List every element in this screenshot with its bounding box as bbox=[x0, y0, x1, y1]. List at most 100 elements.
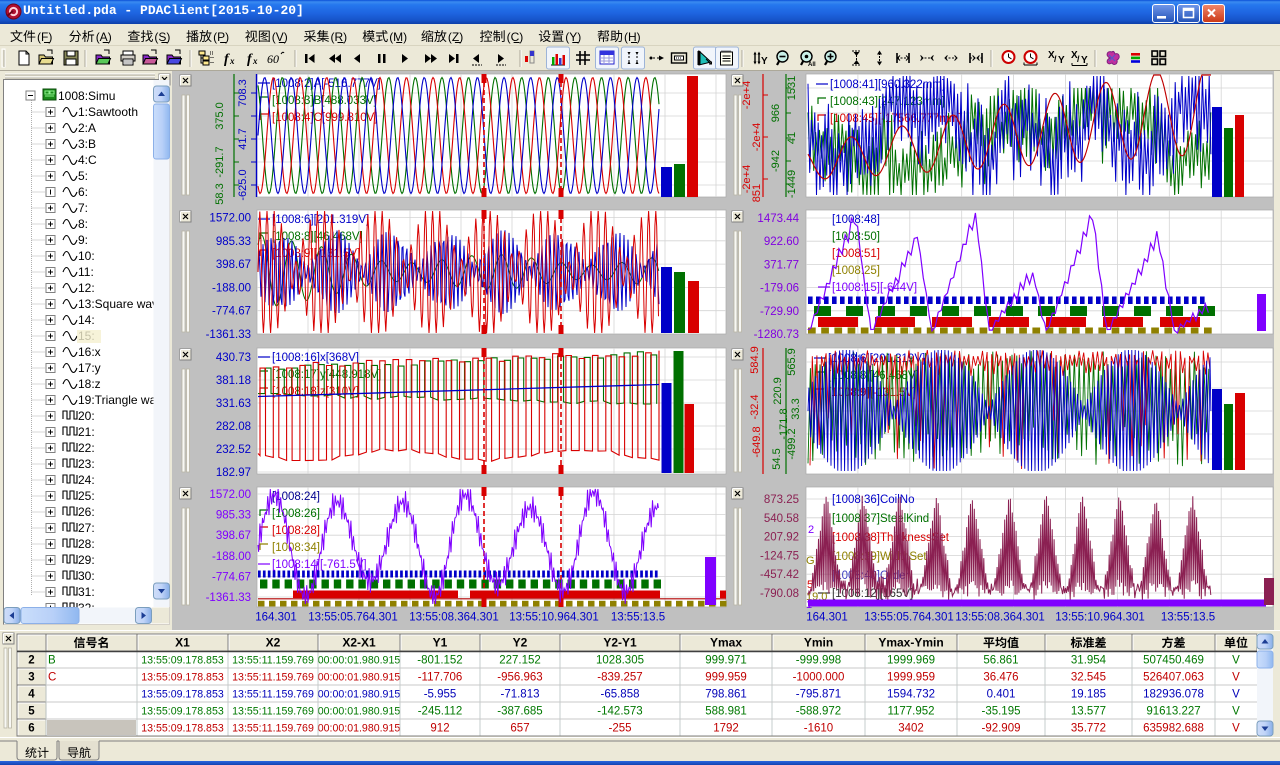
svg-text:13:55:08.364.301: 13:55:08.364.301 bbox=[955, 612, 1045, 624]
svg-text:-2e+4: -2e+4 bbox=[741, 165, 753, 193]
svg-text:-1610: -1610 bbox=[804, 723, 833, 735]
svg-text:4:C: 4:C bbox=[78, 153, 97, 167]
svg-text:f: f bbox=[247, 52, 253, 67]
svg-text:282.08: 282.08 bbox=[216, 421, 251, 433]
svg-text:Y1: Y1 bbox=[433, 636, 448, 650]
svg-text:10:: 10: bbox=[78, 249, 95, 263]
svg-text:26:: 26: bbox=[78, 505, 95, 519]
svg-text:6: 6 bbox=[28, 723, 34, 735]
svg-text:1:Sawtooth: 1:Sawtooth bbox=[78, 105, 138, 119]
svg-text:207.92: 207.92 bbox=[764, 532, 799, 544]
svg-text:(H): (H) bbox=[624, 30, 641, 44]
svg-text:526407.063: 526407.063 bbox=[1143, 672, 1204, 684]
svg-text:19.185: 19.185 bbox=[1071, 689, 1106, 701]
svg-text:164.301: 164.301 bbox=[806, 612, 848, 624]
svg-text:540.58: 540.58 bbox=[764, 513, 799, 525]
svg-text:227.152: 227.152 bbox=[499, 655, 541, 667]
svg-text:8:: 8: bbox=[78, 217, 88, 231]
svg-text:x: x bbox=[252, 56, 258, 66]
svg-text:220.9: 220.9 bbox=[772, 377, 784, 405]
svg-text:[1008:34]: [1008:34] bbox=[272, 542, 320, 554]
svg-text:13:55:11.159.769: 13:55:11.159.769 bbox=[232, 672, 314, 684]
svg-text:00:00:01.980.915: 00:00:01.980.915 bbox=[318, 655, 401, 667]
svg-text:X: X bbox=[1048, 50, 1055, 61]
svg-text:[1008:12][165V]: [1008:12][165V] bbox=[832, 588, 913, 600]
svg-text:0.401: 0.401 bbox=[987, 689, 1016, 701]
svg-text:-999.998: -999.998 bbox=[796, 655, 841, 667]
svg-text:-2e+4: -2e+4 bbox=[751, 123, 763, 151]
svg-text:-291.7: -291.7 bbox=[214, 146, 226, 177]
svg-text:13:55:09.178.853: 13:55:09.178.853 bbox=[141, 723, 224, 735]
svg-text:708.3: 708.3 bbox=[237, 79, 249, 107]
svg-text:-499.2: -499.2 bbox=[786, 428, 798, 459]
svg-text:58.3: 58.3 bbox=[214, 183, 226, 204]
svg-text:-387.685: -387.685 bbox=[497, 706, 542, 718]
svg-text:(V): (V) bbox=[272, 30, 288, 44]
svg-text:Y: Y bbox=[1058, 55, 1065, 66]
svg-text:Ymin: Ymin bbox=[804, 636, 833, 650]
svg-text:V: V bbox=[1232, 723, 1240, 735]
svg-text:36.476: 36.476 bbox=[983, 672, 1018, 684]
svg-text:657: 657 bbox=[510, 723, 529, 735]
svg-text:-942: -942 bbox=[770, 150, 782, 172]
svg-text:32.545: 32.545 bbox=[1071, 672, 1106, 684]
svg-text:41: 41 bbox=[786, 132, 798, 144]
svg-text:X2-X1: X2-X1 bbox=[342, 636, 376, 650]
svg-text:V: V bbox=[1232, 706, 1240, 718]
svg-text:x: x bbox=[229, 56, 235, 66]
svg-text:398.67: 398.67 bbox=[216, 259, 251, 271]
svg-text:-65.858: -65.858 bbox=[600, 689, 639, 701]
svg-text:(R): (R) bbox=[331, 30, 348, 44]
svg-text:[1008:25]: [1008:25] bbox=[832, 265, 880, 277]
svg-text:Ymax: Ymax bbox=[710, 636, 742, 650]
svg-text:All: All bbox=[808, 62, 816, 68]
svg-text:-774.67: -774.67 bbox=[212, 306, 251, 318]
svg-text:f: f bbox=[224, 52, 230, 67]
svg-text:21:: 21: bbox=[78, 425, 95, 439]
svg-text:13:55:11.159.769: 13:55:11.159.769 bbox=[232, 706, 314, 718]
svg-text:Y: Y bbox=[1081, 55, 1088, 66]
svg-text:(A): (A) bbox=[96, 30, 112, 44]
svg-text:-5.955: -5.955 bbox=[424, 689, 457, 701]
svg-text:13:55:11.159.769: 13:55:11.159.769 bbox=[232, 655, 314, 667]
svg-text:13:55:09.178.853: 13:55:09.178.853 bbox=[141, 706, 224, 718]
svg-text:5: 5 bbox=[807, 579, 813, 591]
svg-text:18:z: 18:z bbox=[78, 377, 101, 391]
svg-text:-588.972: -588.972 bbox=[796, 706, 841, 718]
svg-text:C: C bbox=[48, 672, 56, 684]
svg-text:-795.871: -795.871 bbox=[796, 689, 841, 701]
svg-text:(M): (M) bbox=[389, 30, 407, 44]
svg-text:-1361.33: -1361.33 bbox=[206, 592, 251, 604]
svg-text:-1361.33: -1361.33 bbox=[206, 329, 251, 341]
svg-text:(C): (C) bbox=[507, 30, 524, 44]
svg-text:23:: 23: bbox=[78, 457, 95, 471]
svg-text:-171.8: -171.8 bbox=[778, 408, 790, 439]
svg-text:11:: 11: bbox=[78, 265, 94, 279]
svg-text:398.67: 398.67 bbox=[216, 530, 251, 542]
svg-text:635982.688: 635982.688 bbox=[1143, 723, 1204, 735]
svg-text:-71.813: -71.813 bbox=[500, 689, 539, 701]
svg-text:-729.90: -729.90 bbox=[760, 306, 799, 318]
svg-text:(F): (F) bbox=[37, 30, 52, 44]
svg-text:00:00:01.980.915: 00:00:01.980.915 bbox=[318, 672, 401, 684]
svg-text:-255: -255 bbox=[608, 723, 631, 735]
svg-text:922.60: 922.60 bbox=[764, 236, 799, 248]
svg-text:5: 5 bbox=[28, 706, 35, 718]
svg-text:331.63: 331.63 bbox=[216, 398, 251, 410]
svg-text:-117.706: -117.706 bbox=[418, 672, 463, 684]
svg-text:31.954: 31.954 bbox=[1071, 655, 1107, 667]
svg-text:33.3: 33.3 bbox=[790, 398, 802, 419]
svg-text:-32.4: -32.4 bbox=[749, 394, 761, 419]
svg-text:1531: 1531 bbox=[786, 76, 798, 100]
svg-text:13.577: 13.577 bbox=[1071, 706, 1106, 718]
svg-text:29:: 29: bbox=[78, 553, 95, 567]
svg-text:56.861: 56.861 bbox=[983, 655, 1018, 667]
svg-text:[1008:6][201.319V]: [1008:6][201.319V] bbox=[272, 214, 369, 226]
svg-text:24:: 24: bbox=[78, 473, 95, 487]
svg-text:13:55:10.964.301: 13:55:10.964.301 bbox=[509, 612, 599, 624]
svg-text:00:00:01.980.915: 00:00:01.980.915 bbox=[318, 706, 401, 718]
svg-text:-92.909: -92.909 bbox=[981, 723, 1020, 735]
svg-text:13:55:10.964.301: 13:55:10.964.301 bbox=[1055, 612, 1145, 624]
svg-text:G: G bbox=[806, 555, 815, 567]
svg-text:28:: 28: bbox=[78, 537, 95, 551]
